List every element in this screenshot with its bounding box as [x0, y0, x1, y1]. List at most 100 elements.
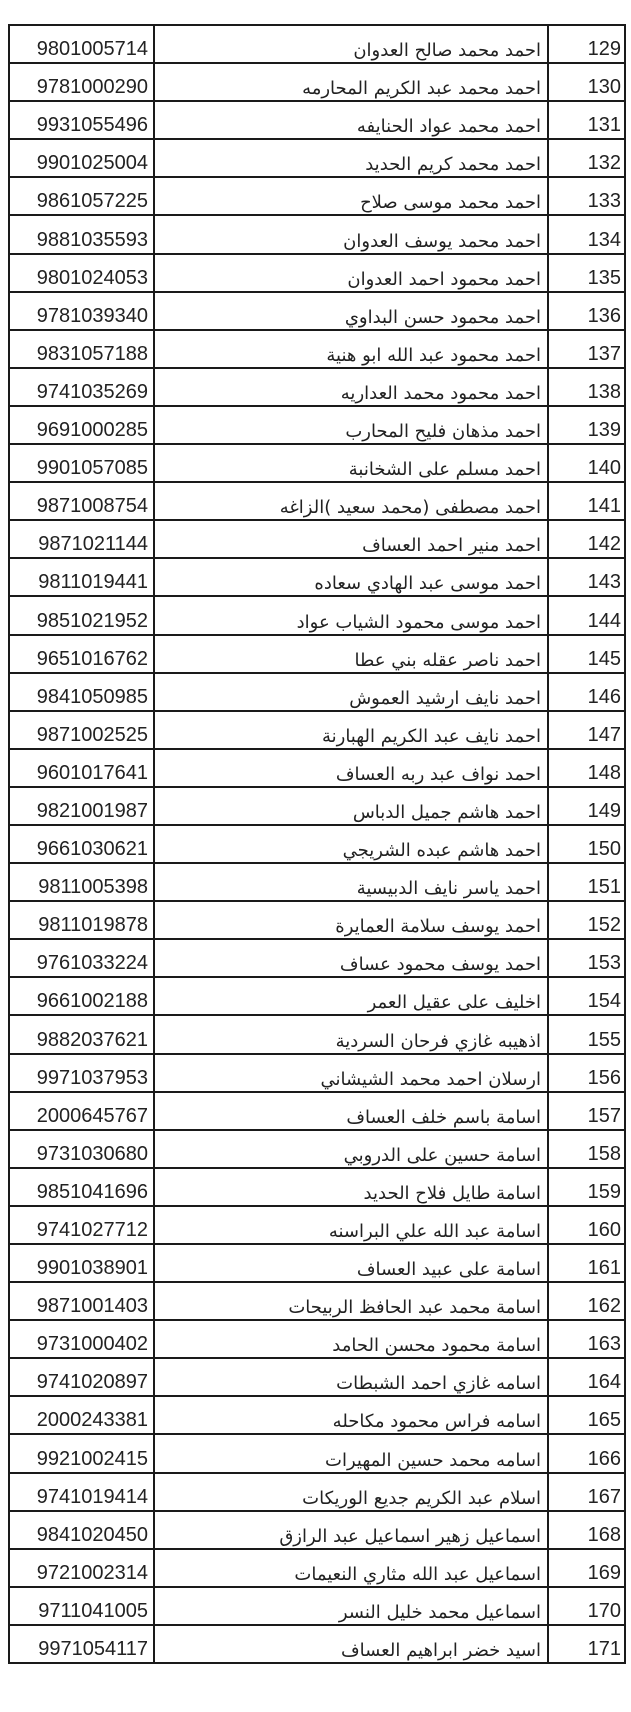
national-id-cell: 9731030680	[8, 1128, 155, 1169]
table-row: 159 اسامة طايل فلاح الحديد 9851041696	[8, 1166, 626, 1207]
serial-cell: 170	[547, 1585, 626, 1626]
table-row: 164 اسامه غازي احمد الشبطات 9741020897	[8, 1357, 626, 1398]
national-id-cell: 9871001403	[8, 1281, 155, 1322]
table-row: 145 احمد ناصر عقله بني عطا 9651016762	[8, 633, 626, 674]
serial-cell: 152	[547, 900, 626, 941]
table-row: 148 احمد نواف عبد ربه العساف 9601017641	[8, 747, 626, 788]
name-cell: ارسلان احمد محمد الشيشاني	[153, 1052, 549, 1093]
name-cell: احمد محمود محمد العداريه	[153, 366, 549, 407]
table-row: 150 احمد هاشم عبده الشريجي 9661030621	[8, 823, 626, 865]
name-cell: احمد ياسر نايف الدبيسية	[153, 862, 549, 903]
table-row: 168 اسماعيل زهير اسماعيل عبد الرازق 984102…	[8, 1509, 626, 1550]
table-row: 144 احمد موسى محمود الشياب عواد 9851021952	[8, 595, 626, 636]
serial-cell: 165	[547, 1395, 626, 1436]
national-id-cell: 9741027712	[8, 1204, 155, 1246]
name-cell: احمد محمود حسن البداوي	[153, 290, 549, 331]
table-row: 171 اسيد خضر ابراهيم العساف 9971054117	[8, 1623, 626, 1665]
national-id-cell: 9971054117	[8, 1623, 155, 1665]
table-row: 149 احمد هاشم جميل الدباس 9821001987	[8, 785, 626, 826]
serial-cell: 143	[547, 557, 626, 598]
table-row: 135 احمد محمود احمد العدوان 9801024053	[8, 252, 626, 293]
national-id-cell: 9661002188	[8, 976, 155, 1017]
name-cell: احمد يوسف محمود عساف	[153, 938, 549, 979]
name-cell: احمد نواف عبد ربه العساف	[153, 747, 549, 788]
table-row: 162 اسامة محمد عبد الحافظ الربيحات 9871001…	[8, 1281, 626, 1322]
table-row: 133 احمد محمد موسى صلاح 9861057225	[8, 176, 626, 217]
table-row: 136 احمد محمود حسن البداوي 9781039340	[8, 290, 626, 331]
national-id-cell: 9651016762	[8, 633, 155, 674]
serial-cell: 155	[547, 1014, 626, 1055]
national-id-cell: 9811019878	[8, 900, 155, 941]
table-row: 134 احمد محمد يوسف العدوان 9881035593	[8, 214, 626, 255]
serial-cell: 134	[547, 214, 626, 255]
name-cell: احمد منير احمد العساف	[153, 519, 549, 560]
serial-cell: 168	[547, 1509, 626, 1550]
table-row: 130 احمد محمد عبد الكريم المحارمه 97810002…	[8, 62, 626, 103]
serial-cell: 164	[547, 1357, 626, 1398]
table-row: 157 اسامة باسم خلف العساف 2000645767	[8, 1090, 626, 1131]
serial-cell: 144	[547, 595, 626, 636]
serial-cell: 133	[547, 176, 626, 217]
national-id-cell: 9741020897	[8, 1357, 155, 1398]
table-row: 138 احمد محمود محمد العداريه 9741035269	[8, 366, 626, 407]
national-id-cell: 9901057085	[8, 443, 155, 484]
name-cell: احمد محمد موسى صلاح	[153, 176, 549, 217]
national-id-cell: 9801005714	[8, 23, 155, 65]
serial-cell: 136	[547, 290, 626, 331]
national-id-cell: 9811005398	[8, 862, 155, 903]
name-cell: اسامة محمود محسن الحامد	[153, 1319, 549, 1360]
national-id-cell: 9871002525	[8, 709, 155, 750]
national-id-cell: 9831057188	[8, 328, 155, 369]
name-cell: اخليف على عقيل العمر	[153, 976, 549, 1017]
national-id-cell: 9931055496	[8, 100, 155, 141]
serial-cell: 154	[547, 976, 626, 1017]
serial-cell: 131	[547, 100, 626, 141]
name-cell: احمد موسى عبد الهادي سعاده	[153, 557, 549, 598]
table-row: 151 احمد ياسر نايف الدبيسية 9811005398	[8, 862, 626, 903]
table-row: 160 اسامة عبد الله علي البراسنه 9741027712	[8, 1204, 626, 1246]
national-id-cell: 2000645767	[8, 1090, 155, 1131]
name-cell: احمد نايف عبد الكريم الهبارنة	[153, 709, 549, 750]
serial-cell: 158	[547, 1128, 626, 1169]
national-id-cell: 9741019414	[8, 1471, 155, 1512]
name-cell: احمد محمد عواد الحنايفه	[153, 100, 549, 141]
table-row: 147 احمد نايف عبد الكريم الهبارنة 98710025…	[8, 709, 626, 750]
national-id-cell: 9781039340	[8, 290, 155, 331]
table-row: 131 احمد محمد عواد الحنايفه 9931055496	[8, 100, 626, 141]
table-row: 166 اسامه محمد حسين المهيرات 9921002415	[8, 1433, 626, 1474]
serial-cell: 142	[547, 519, 626, 560]
table-row: 153 احمد يوسف محمود عساف 9761033224	[8, 938, 626, 979]
serial-cell: 159	[547, 1166, 626, 1207]
name-cell: اسماعيل محمد خليل النسر	[153, 1585, 549, 1626]
table-row: 139 احمد مذهان فليح المحارب 9691000285	[8, 404, 626, 446]
national-id-cell: 9901038901	[8, 1242, 155, 1284]
national-id-cell: 9761033224	[8, 938, 155, 979]
national-id-cell: 9781000290	[8, 62, 155, 103]
name-cell: اسماعيل عبد الله مثاري النعيمات	[153, 1547, 549, 1588]
table-row: 146 احمد نايف ارشيد العموش 9841050985	[8, 671, 626, 712]
serial-cell: 162	[547, 1281, 626, 1322]
table-row: 132 احمد محمد كريم الحديد 9901025004	[8, 138, 626, 179]
name-cell: احمد مصطفى (محمد سعيد )الزاغه	[153, 481, 549, 522]
table-row: 155 اذهيبه غازي فرحان السردية 9882037621	[8, 1014, 626, 1055]
national-id-cell: 9871021144	[8, 519, 155, 560]
serial-cell: 169	[547, 1547, 626, 1588]
serial-cell: 141	[547, 481, 626, 522]
name-cell: احمد هاشم جميل الدباس	[153, 785, 549, 826]
national-id-cell: 9811019441	[8, 557, 155, 598]
name-cell: احمد محمد صالح العدوان	[153, 23, 549, 65]
table-row: 169 اسماعيل عبد الله مثاري النعيمات 972100…	[8, 1547, 626, 1588]
national-id-cell: 9921002415	[8, 1433, 155, 1474]
name-cell: اسامة حسين على الدروبي	[153, 1128, 549, 1169]
serial-cell: 157	[547, 1090, 626, 1131]
serial-cell: 160	[547, 1204, 626, 1246]
national-id-cell: 9971037953	[8, 1052, 155, 1093]
table-row: 161 اسامة على عبيد العساف 9901038901	[8, 1242, 626, 1284]
name-cell: احمد مسلم على الشخانبة	[153, 443, 549, 484]
name-cell: احمد محمد كريم الحديد	[153, 138, 549, 179]
national-id-cell: 9841020450	[8, 1509, 155, 1550]
table-row: 156 ارسلان احمد محمد الشيشاني 9971037953	[8, 1052, 626, 1093]
serial-cell: 145	[547, 633, 626, 674]
serial-cell: 132	[547, 138, 626, 179]
national-id-cell: 9731000402	[8, 1319, 155, 1360]
